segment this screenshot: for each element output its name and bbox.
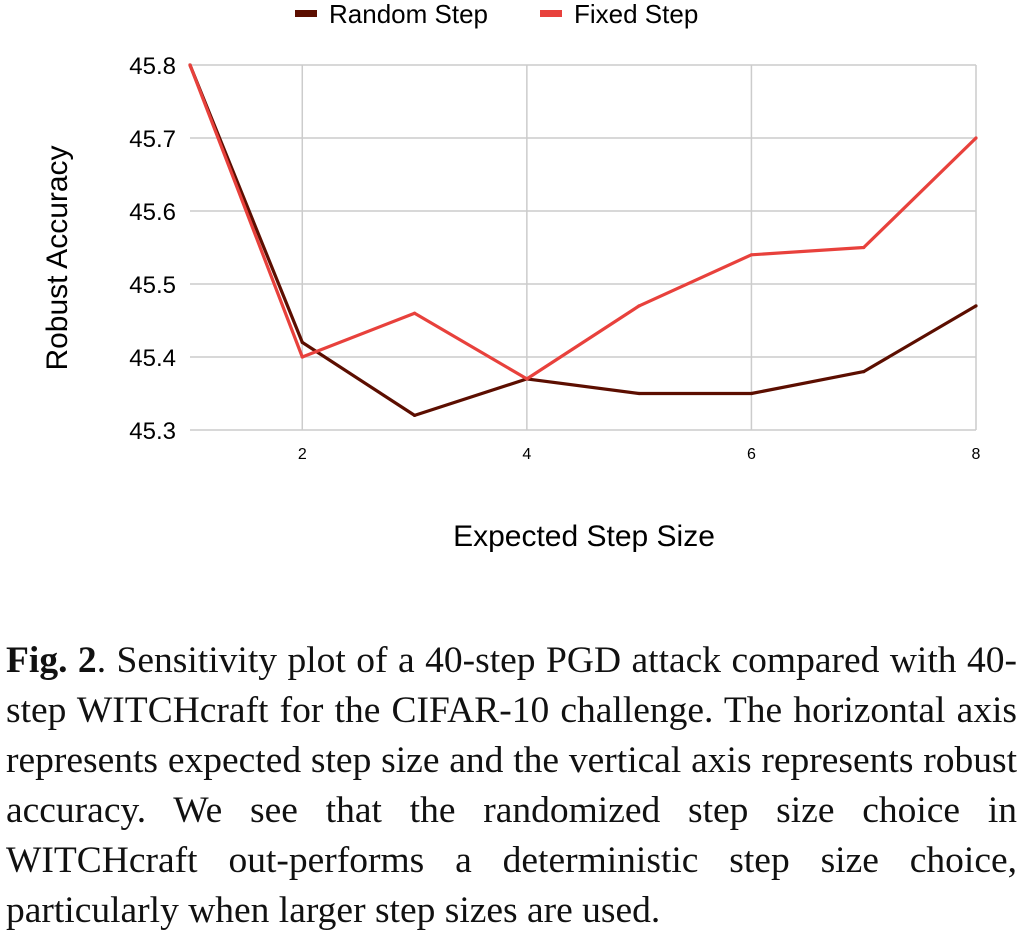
series-lines [188, 63, 978, 417]
grid [190, 64, 977, 431]
data-point [974, 136, 978, 140]
legend-label: Random Step [329, 0, 488, 29]
data-point [862, 370, 866, 374]
legend-label: Fixed Step [574, 0, 698, 29]
x-axis-label: Expected Step Size [453, 520, 715, 553]
series-line-random-step [188, 64, 977, 417]
legend-item: Random Step [295, 0, 488, 29]
line-chart: Random Step Fixed Step 45.345.445.545.645… [41, 0, 981, 553]
y-tick-label: 45.7 [129, 126, 176, 153]
y-tick-label: 45.5 [129, 272, 176, 299]
caption-label: Fig. 2 [6, 640, 97, 681]
y-ticks: 45.3 45.4 45.5 45.6 45.7 45.8 [129, 53, 176, 445]
data-point [412, 413, 417, 417]
data-point [412, 311, 417, 315]
legend-item: Fixed Step [540, 0, 698, 29]
data-point [749, 391, 754, 396]
data-point [525, 377, 529, 381]
data-point [637, 391, 641, 396]
data-point [862, 245, 866, 250]
x-tick-label: 6 [747, 446, 756, 463]
caption-text: . Sensitivity plot of a 40-step PGD atta… [6, 640, 1017, 931]
y-axis-label: Robust Accuracy [41, 145, 74, 370]
data-point [300, 355, 304, 359]
y-tick-label: 45.8 [129, 53, 176, 80]
data-point [300, 340, 304, 344]
x-tick-label: 8 [972, 446, 981, 463]
legend-swatch [295, 10, 317, 17]
y-tick-label: 45.3 [129, 418, 176, 445]
y-tick-label: 45.6 [129, 199, 176, 226]
data-point [188, 63, 192, 67]
data-point [637, 304, 641, 308]
y-tick-label: 45.4 [129, 345, 176, 372]
legend: Random Step Fixed Step [295, 0, 698, 29]
data-point [974, 304, 978, 308]
figure-caption: Fig. 2. Sensitivity plot of a 40-step PG… [6, 636, 1017, 936]
data-point [749, 253, 754, 257]
legend-swatch [540, 10, 562, 17]
x-tick-label: 2 [298, 446, 307, 463]
series-line-fixed-step [188, 64, 978, 381]
x-tick-label: 4 [522, 446, 531, 463]
x-ticks: 2 4 6 8 [298, 446, 981, 463]
